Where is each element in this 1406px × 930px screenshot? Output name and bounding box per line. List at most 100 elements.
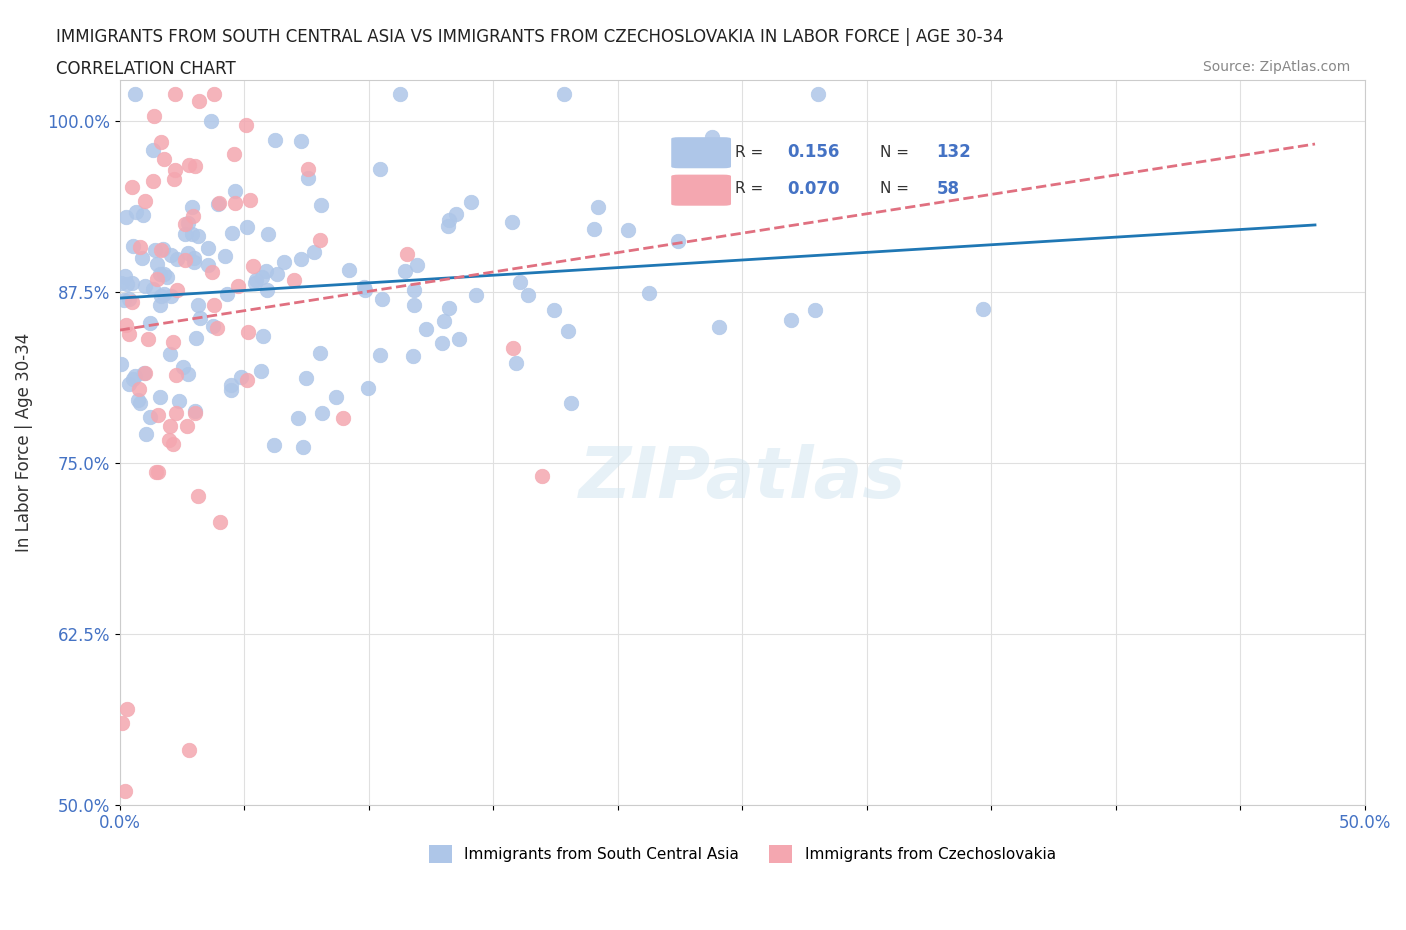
- Point: [502, 340, 524, 355]
- Point: [368, 348, 391, 363]
- Point: [162, 436, 184, 451]
- Point: [148, 464, 170, 479]
- Point: [353, 279, 375, 294]
- Point: [184, 404, 207, 418]
- Point: [242, 259, 264, 273]
- Point: [449, 331, 471, 346]
- Point: [291, 440, 314, 455]
- Point: [217, 286, 239, 301]
- Point: [153, 286, 176, 301]
- Point: [354, 282, 377, 297]
- Point: [187, 298, 209, 312]
- Point: [309, 232, 332, 247]
- Point: [254, 263, 277, 278]
- Point: [165, 406, 187, 421]
- Point: [202, 298, 225, 312]
- Point: [165, 367, 187, 382]
- Point: [150, 243, 173, 258]
- Point: [181, 208, 204, 223]
- Point: [149, 390, 172, 405]
- Point: [166, 283, 188, 298]
- Point: [256, 226, 278, 241]
- Point: [221, 226, 243, 241]
- Text: IMMIGRANTS FROM SOUTH CENTRAL ASIA VS IMMIGRANTS FROM CZECHOSLOVAKIA IN LABOR FO: IMMIGRANTS FROM SOUTH CENTRAL ASIA VS IM…: [56, 28, 1004, 46]
- Point: [124, 368, 146, 383]
- Point: [236, 219, 259, 234]
- Point: [263, 438, 285, 453]
- Point: [121, 239, 143, 254]
- Point: [114, 783, 136, 798]
- Point: [156, 270, 179, 285]
- Point: [134, 279, 156, 294]
- Point: [297, 170, 319, 185]
- Point: [181, 227, 204, 242]
- Point: [127, 393, 149, 408]
- Point: [308, 346, 330, 361]
- Point: [131, 251, 153, 266]
- Point: [437, 300, 460, 315]
- Point: [530, 469, 553, 484]
- Point: [121, 295, 143, 310]
- Point: [146, 407, 169, 422]
- Point: [560, 396, 582, 411]
- Text: CORRELATION CHART: CORRELATION CHART: [56, 60, 236, 78]
- Point: [250, 364, 273, 379]
- Point: [134, 365, 156, 380]
- Point: [406, 258, 429, 272]
- Point: [302, 245, 325, 259]
- Point: [166, 252, 188, 267]
- Point: [239, 193, 262, 207]
- Point: [290, 252, 312, 267]
- Point: [121, 179, 143, 194]
- Point: [505, 356, 527, 371]
- Point: [389, 86, 412, 101]
- Point: [325, 389, 347, 404]
- Point: [433, 313, 456, 328]
- Point: [553, 86, 575, 101]
- Point: [543, 302, 565, 317]
- Point: [174, 217, 197, 232]
- Point: [142, 281, 165, 296]
- Point: [128, 240, 150, 255]
- Point: [128, 381, 150, 396]
- Point: [143, 109, 166, 124]
- Point: [124, 205, 146, 219]
- Point: [118, 291, 141, 306]
- Point: [283, 272, 305, 287]
- Point: [228, 278, 250, 293]
- Point: [180, 200, 202, 215]
- Text: ZIPatlas: ZIPatlas: [578, 444, 905, 513]
- Point: [145, 465, 167, 480]
- Point: [157, 432, 180, 447]
- Point: [395, 246, 418, 261]
- Point: [132, 208, 155, 223]
- Point: [437, 213, 460, 228]
- Point: [394, 263, 416, 278]
- Point: [252, 328, 274, 343]
- Point: [197, 258, 219, 272]
- Point: [143, 243, 166, 258]
- Point: [208, 195, 231, 210]
- Point: [236, 325, 259, 339]
- Point: [160, 247, 183, 262]
- Point: [142, 173, 165, 188]
- Point: [464, 287, 486, 302]
- Point: [224, 183, 246, 198]
- Point: [177, 158, 200, 173]
- Point: [142, 142, 165, 157]
- Point: [163, 86, 186, 101]
- Point: [134, 193, 156, 208]
- Point: [557, 324, 579, 339]
- Point: [163, 171, 186, 186]
- Point: [129, 396, 152, 411]
- Y-axis label: In Labor Force | Age 30-34: In Labor Force | Age 30-34: [15, 333, 32, 551]
- Point: [517, 287, 540, 302]
- Point: [460, 194, 482, 209]
- Point: [583, 222, 606, 237]
- Point: [509, 275, 531, 290]
- Point: [202, 319, 225, 334]
- Point: [174, 226, 197, 241]
- Point: [637, 286, 659, 300]
- Point: [415, 322, 437, 337]
- Point: [159, 347, 181, 362]
